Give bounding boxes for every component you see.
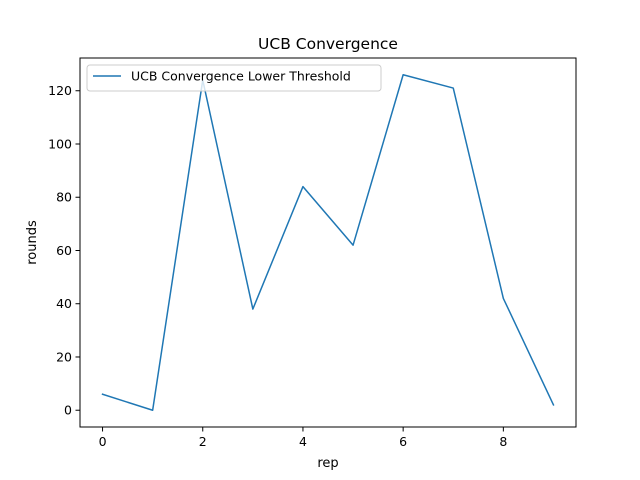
x-axis-ticks: 0 2 4 6 8 — [99, 427, 507, 449]
series-layer — [101, 74, 555, 411]
series-line-0 — [101, 74, 555, 411]
y-axis-label: rounds — [25, 220, 40, 265]
y-tick-label: 40 — [56, 296, 72, 311]
y-axis-ticks: 0 20 40 60 80 100 120 — [48, 83, 80, 418]
y-tick-label: 120 — [48, 83, 72, 98]
x-tick-label: 8 — [499, 434, 507, 449]
x-tick-label: 6 — [399, 434, 407, 449]
x-axis-label: rep — [317, 456, 338, 471]
axes-frame — [79, 57, 577, 428]
x-tick-label: 0 — [99, 434, 107, 449]
chart-title: UCB Convergence — [258, 35, 398, 53]
y-tick-label: 60 — [56, 243, 72, 258]
x-tick-label: 4 — [299, 434, 307, 449]
legend: UCB Convergence Lower Threshold — [86, 64, 382, 92]
legend-box — [86, 64, 382, 92]
y-tick-label: 80 — [56, 190, 72, 205]
y-tick-label: 20 — [56, 349, 72, 364]
x-tick-label: 2 — [199, 434, 207, 449]
y-tick-label: 0 — [64, 403, 72, 418]
y-tick-label: 100 — [48, 136, 72, 151]
legend-entry-label: UCB Convergence Lower Threshold — [131, 69, 351, 84]
